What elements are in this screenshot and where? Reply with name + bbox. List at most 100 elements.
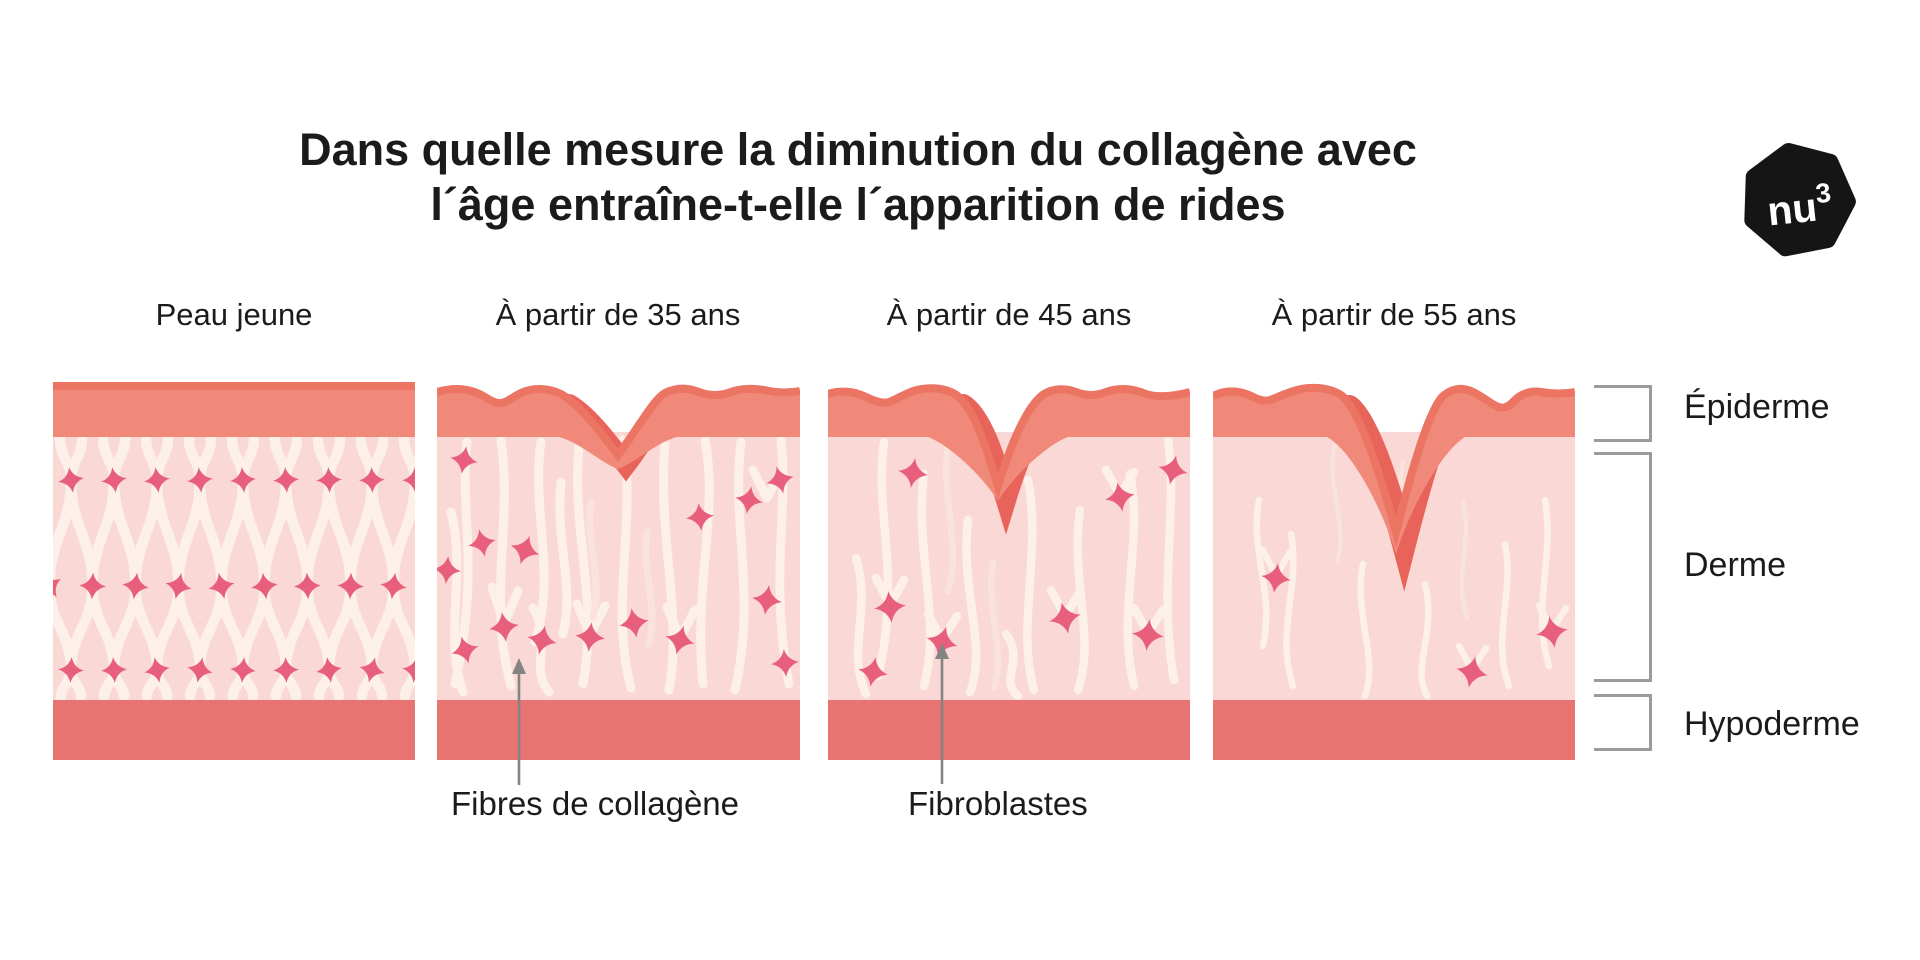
epidermis-layer: [437, 388, 800, 469]
collagen-fiber: [988, 558, 1002, 691]
fibroblast-cell: [53, 574, 61, 598]
panel-label-45ans: À partir de 45 ans: [886, 297, 1132, 332]
fibroblast-cell: [1105, 482, 1135, 512]
fibroblast-cell: [122, 572, 149, 600]
arrow-head-icon: [512, 658, 526, 674]
collagen-fiber: [495, 435, 516, 691]
fibroblast-cell: [766, 466, 794, 494]
fibroblast-cell: [1132, 619, 1164, 651]
collagen-fiber: [730, 437, 749, 695]
logo-text: nu3: [1765, 177, 1835, 235]
collagen-fiber: [1123, 469, 1139, 691]
fibroblast-cell: [1049, 602, 1081, 634]
fibroblast-cell: [437, 556, 461, 584]
collagen-fiber: [962, 515, 981, 697]
fibroblast-cell: [101, 467, 127, 493]
collagen-fiber: [1418, 580, 1432, 700]
epidermis-surface-line: [53, 382, 415, 390]
fibroblast-cell: [230, 467, 256, 493]
epidermis-wrinkled: [1213, 383, 1575, 592]
collagen-fiber: [1023, 475, 1039, 695]
arrow-head-icon: [935, 643, 949, 659]
fibroblast-cell: [251, 572, 278, 600]
hypodermis-layer: [828, 700, 1190, 760]
epidermis-wrinkled: [437, 384, 800, 482]
fibroblast-cell: [575, 622, 605, 652]
fibroblast-cell: [451, 636, 479, 664]
bracket-hypoderme: [1594, 694, 1652, 751]
fibroblast-cell: [359, 467, 385, 493]
fibroblast-cell: [619, 608, 649, 638]
collagen-fiber: [642, 528, 656, 648]
fibroblast-cell: [489, 612, 519, 642]
hypodermis-layer: [53, 700, 415, 760]
fibroblast-cell: [337, 572, 364, 600]
collagen-fiber: [658, 439, 678, 695]
collagen-fiber: [1538, 496, 1553, 670]
title-line1: Dans quelle mesure la diminution du coll…: [299, 124, 1417, 175]
hypodermis-layer: [1213, 700, 1575, 760]
collagen-fiber: [446, 507, 468, 697]
fibroblast-cell: [858, 657, 888, 687]
fibroblast-cell: [686, 503, 714, 531]
epidermis-layer: [1213, 387, 1575, 554]
fibroblast-cell: [144, 467, 170, 493]
annotation-fibroblastes: Fibroblastes: [908, 785, 1088, 822]
fibroblast-cell: [1536, 616, 1568, 648]
collagen-fiber: [917, 469, 935, 691]
fibroblast-cell: [316, 467, 342, 493]
fibroblast-cell: [510, 535, 540, 565]
epidermis-surface-line: [828, 384, 1190, 500]
collagen-fiber: [1073, 505, 1089, 695]
title-line2: l´âge entraîne-t-elle l´apparition de ri…: [430, 178, 1286, 230]
epidermis-surface-line: [1213, 383, 1575, 548]
epidermis-wrinkled: [828, 384, 1190, 535]
collagen-fiber: [942, 438, 957, 596]
fibroblast-cell: [359, 657, 385, 683]
collagen-fiber: [1001, 629, 1023, 701]
nu3-logo: nu3: [1737, 140, 1859, 260]
annotation-fibres-collagene: Fibres de collagène: [451, 785, 740, 822]
fibroblast-cell: [187, 467, 213, 493]
fibroblast-cell: [316, 657, 342, 683]
layer-label-derme: Derme: [1684, 546, 1787, 584]
fibroblast-cell: [771, 649, 799, 677]
bracket-derme: [1594, 452, 1652, 682]
fibroblast-cell: [1456, 656, 1488, 688]
skin-panel-35: [437, 384, 800, 760]
epidermis-layer: [53, 382, 415, 437]
fibroblast-cell: [1261, 563, 1291, 593]
skin-panel-55: [1213, 383, 1575, 760]
collagen-fiber: [1330, 441, 1343, 565]
collagen-lattice: [53, 433, 415, 702]
collagen-fiber: [555, 477, 572, 639]
collagen-fiber: [586, 498, 600, 621]
collagen-fiber: [696, 435, 714, 689]
collagen-fibers: [851, 435, 1188, 701]
skin-panel-young: [53, 382, 415, 760]
panel-label-young: Peau jeune: [155, 297, 313, 332]
nu3-logo-mark: nu3: [1744, 142, 1856, 257]
arrow-collagen-fibers: [512, 658, 526, 785]
fibroblast-cell: [874, 591, 906, 623]
collagen-fiber: [1459, 499, 1470, 620]
collagen-fiber: [873, 437, 893, 681]
panel-label-35ans: À partir de 35 ans: [495, 297, 741, 332]
fibroblast-cell: [165, 572, 192, 600]
fibroblast-cell: [527, 625, 557, 655]
epidermis-layer: [828, 388, 1190, 501]
dermis-layer: [53, 432, 415, 700]
fibroblast-cell: [926, 626, 958, 658]
fibroblast-cell: [450, 446, 478, 474]
fibroblast-cell: [273, 467, 299, 493]
fibroblast-cell: [752, 585, 782, 615]
layer-label-hypoderme: Hypoderme: [1684, 705, 1860, 743]
bracket-epiderme: [1594, 385, 1652, 442]
skin-panel-45: [828, 384, 1190, 760]
collagen-fiber: [1253, 496, 1270, 650]
fibroblast-cell: [58, 657, 84, 683]
fibroblast-cell: [665, 625, 695, 655]
arrow-fibroblasts: [935, 643, 949, 784]
fibroblast-cell: [187, 657, 213, 683]
